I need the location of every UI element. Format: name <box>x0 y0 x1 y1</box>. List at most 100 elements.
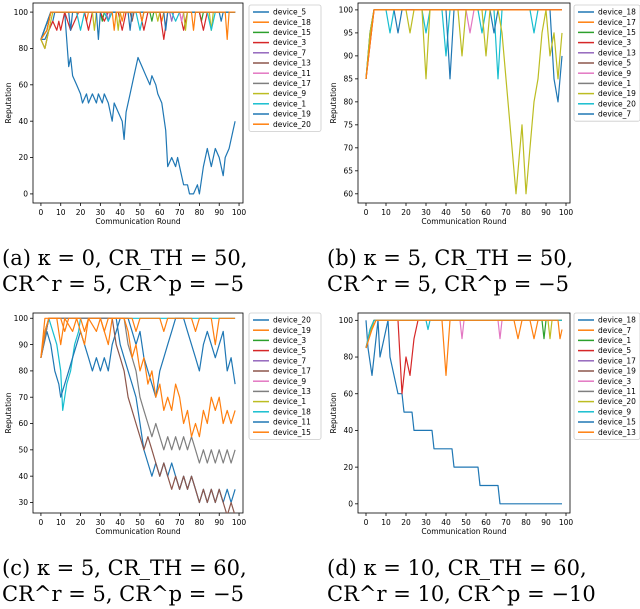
chart-a: 0 10 20 30 40 50 60 70 80 90 100 0 20 40 60 80 100 Commun… <box>4 2 322 226</box>
series-line-device_20 <box>40 317 236 398</box>
series-group-a <box>40 11 236 195</box>
legend-entry: device_7 <box>273 48 306 57</box>
x-axis-label: Communication Round <box>421 217 506 226</box>
x-axis-label: Communication Round <box>95 217 180 226</box>
legend-entry: device_1 <box>598 79 631 88</box>
legend-entry: device_9 <box>598 69 631 78</box>
y-tick-label: 60 <box>343 389 353 398</box>
x-tick-label: 70 <box>501 518 511 527</box>
x-tick-label: 80 <box>195 208 205 217</box>
y-tick-label: 65 <box>343 167 353 176</box>
legend-entry: device_7 <box>598 110 631 119</box>
legend-entry: device_1 <box>273 397 306 406</box>
y-tick-label: 100 <box>14 8 29 17</box>
series-line-device_18 <box>365 9 562 79</box>
y-tick-label: 100 <box>339 6 354 15</box>
series-line-device_20 <box>40 11 236 40</box>
x-tick-label: 100 <box>559 518 574 527</box>
y-tick-label: 20 <box>343 463 353 472</box>
x-tick-label: 0 <box>39 518 44 527</box>
x-tick-label: 90 <box>541 208 551 217</box>
x-tick-label: 50 <box>461 518 471 527</box>
y-tick-label: 90 <box>343 52 353 61</box>
caption-d-line1: (d) κ = 10, CR_TH = 60, <box>327 556 587 580</box>
x-tick-label: 30 <box>421 208 431 217</box>
y-tick-label: 30 <box>18 498 28 507</box>
y-tick-label: 80 <box>18 44 28 53</box>
legend-entry: device_17 <box>273 79 311 88</box>
x-tick-label: 80 <box>521 208 531 217</box>
legend-entry: device_13 <box>273 59 311 68</box>
y-tick-label: 50 <box>18 446 28 455</box>
series-group-c <box>40 317 236 513</box>
legend-entry: device_9 <box>273 377 306 386</box>
legend-entry: device_3 <box>273 38 306 47</box>
legend-entry: device_18 <box>598 8 636 17</box>
x-tick-label: 50 <box>135 208 145 217</box>
x-tick-label: 70 <box>501 208 511 217</box>
y-tick-label: 60 <box>18 419 28 428</box>
chart-d: 0 10 20 30 40 50 60 70 80 90 100 0 20 40 60 80 100 Commun… <box>329 312 640 536</box>
y-tick-label: 20 <box>18 153 28 162</box>
y-tick-label: 100 <box>339 316 354 325</box>
y-tick-label: 40 <box>18 472 28 481</box>
chart-b: 0 10 20 30 40 50 60 70 80 90 100 60 65 70 75 80 85 90 95 10… <box>329 2 640 226</box>
x-tick-label: 20 <box>76 208 86 217</box>
legend-entry: device_9 <box>273 89 306 98</box>
y-tick-label: 80 <box>18 367 28 376</box>
legend-entry: device_19 <box>273 326 311 335</box>
legend-entry: device_20 <box>598 397 636 406</box>
legend-entry: device_20 <box>273 120 311 129</box>
y-tick-label: 0 <box>348 500 353 509</box>
series-line-device_1 <box>40 11 236 40</box>
x-tick-label: 80 <box>195 518 205 527</box>
y-tick-label: 95 <box>343 29 353 38</box>
legend-entry: device_5 <box>273 8 306 17</box>
legend-entry: device_15 <box>273 28 311 37</box>
legend-box-d <box>573 312 640 440</box>
legend-entry: device_18 <box>273 407 311 416</box>
legend-entry: device_19 <box>273 110 311 119</box>
x-tick-label: 30 <box>96 518 106 527</box>
caption-d-line2: CR^r = 10, CR^p = −10 <box>327 582 596 606</box>
series-group-d <box>365 319 563 505</box>
y-tick-label: 40 <box>343 426 353 435</box>
legend-entry: device_5 <box>273 346 306 355</box>
legend-entry: device_13 <box>598 428 636 437</box>
x-tick-label: 10 <box>56 208 66 217</box>
legend-entry: device_1 <box>598 336 631 345</box>
y-tick-label: 80 <box>343 353 353 362</box>
legend-entry: device_17 <box>273 367 311 376</box>
y-tick-label: 60 <box>343 190 353 199</box>
legend-box-b <box>573 4 640 122</box>
y-tick-label: 90 <box>18 340 28 349</box>
x-tick-label: 90 <box>214 518 224 527</box>
caption-a-line2: CR^r = 5, CR^p = −5 <box>2 272 244 296</box>
y-tick-label: 85 <box>343 75 353 84</box>
series-line-device_13 <box>365 319 563 349</box>
legend-entry: device_5 <box>598 59 631 68</box>
caption-a-line1: (a) κ = 0, CR_TH = 50, <box>2 246 248 270</box>
x-tick-label: 20 <box>401 208 411 217</box>
y-axis-label: Reputation <box>4 82 13 123</box>
legend-entry: device_15 <box>598 28 636 37</box>
x-tick-label: 10 <box>381 208 391 217</box>
y-axis-label: Reputation <box>4 392 13 433</box>
x-axis-label: Communication Round <box>421 527 506 536</box>
x-tick-label: 20 <box>401 518 411 527</box>
x-tick-label: 60 <box>155 518 165 527</box>
legend-entry: device_18 <box>598 316 636 325</box>
caption-a: (a) κ = 0, CR_TH = 50, CR^r = 5, CR^p = … <box>2 245 247 297</box>
series-line-device_18 <box>365 319 562 505</box>
chart-c: 0 10 20 30 40 50 60 70 80 90 100 30 40 50 60 70 80 90 100 C… <box>4 312 322 536</box>
legend-entry: device_7 <box>598 326 631 335</box>
caption-d: (d) κ = 10, CR_TH = 60, CR^r = 10, CR^p … <box>327 555 596 607</box>
legend-box-a <box>248 4 322 132</box>
legend-entry: device_1 <box>273 99 306 108</box>
plot-frame-a <box>32 2 244 204</box>
legend-entry: device_13 <box>598 48 636 57</box>
legend-entry: device_15 <box>273 428 311 437</box>
legend-entry: device_11 <box>273 69 311 78</box>
caption-c-line1: (c) κ = 5, CR_TH = 60, <box>2 556 247 580</box>
